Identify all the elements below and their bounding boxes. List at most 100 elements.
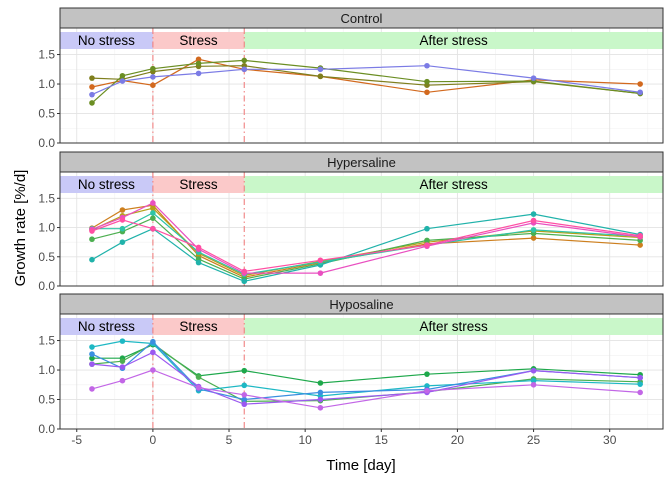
- data-point: [150, 338, 156, 345]
- data-point: [150, 367, 156, 373]
- phase-label: After stress: [419, 319, 488, 334]
- y-tick-label: 0.5: [38, 250, 55, 264]
- data-point: [317, 380, 324, 386]
- data-point: [150, 74, 156, 80]
- data-point: [317, 257, 324, 264]
- data-point: [89, 351, 95, 357]
- data-point: [241, 367, 248, 374]
- facet-title: Hypersaline: [327, 155, 396, 170]
- facet-panel-2: Hypersaline No stress Stress After stress 0.…: [38, 151, 664, 293]
- y-tick-label: 0.0: [38, 422, 55, 436]
- phase-band: [244, 318, 663, 335]
- data-point: [530, 377, 537, 384]
- phase-band: [244, 176, 663, 193]
- data-point: [424, 62, 430, 69]
- data-point: [424, 237, 430, 244]
- phase-label: After stress: [419, 177, 488, 192]
- data-point: [150, 215, 156, 221]
- data-point: [317, 66, 324, 73]
- data-point: [119, 217, 126, 223]
- phase-label: Stress: [179, 33, 218, 48]
- data-point: [317, 396, 324, 403]
- data-point: [119, 78, 126, 84]
- facet-panel-1: Control No stress Stress After stress 0.0 0.5…: [38, 7, 664, 150]
- y-tick-label: 1.0: [38, 363, 55, 377]
- x-axis-label: Time [day]: [326, 457, 395, 474]
- phase-label: No stress: [78, 33, 135, 48]
- data-point: [241, 268, 248, 275]
- data-point: [241, 396, 248, 403]
- data-point: [195, 244, 202, 251]
- data-point: [119, 72, 126, 79]
- data-point: [424, 89, 430, 96]
- data-point: [195, 70, 202, 77]
- data-point: [637, 232, 643, 239]
- phase-band: [60, 318, 153, 335]
- phase-label: After stress: [419, 33, 488, 48]
- facet-panel-3: Hyposaline No stress Stress After stress 0.0…: [38, 293, 664, 436]
- data-point: [150, 225, 156, 232]
- data-point: [119, 338, 126, 344]
- phase-label: Stress: [179, 177, 218, 192]
- data-point: [530, 75, 537, 81]
- data-point: [530, 381, 537, 388]
- data-point: [150, 205, 156, 212]
- phase-band: [60, 32, 153, 49]
- y-tick-label: 1.5: [38, 48, 55, 62]
- data-point: [241, 391, 248, 398]
- data-point: [424, 371, 430, 377]
- data-point: [424, 387, 430, 394]
- phase-band: [152, 318, 245, 335]
- data-point: [89, 100, 95, 106]
- data-point: [89, 228, 95, 234]
- facet-title: Hyposaline: [329, 297, 393, 312]
- y-tick-label: 0.0: [38, 136, 55, 150]
- data-point: [317, 389, 324, 396]
- data-point: [89, 236, 95, 243]
- data-point: [119, 239, 126, 245]
- data-point: [530, 211, 537, 217]
- data-point: [89, 355, 95, 362]
- phase-band: [60, 176, 153, 193]
- data-point: [195, 374, 202, 380]
- data-point: [241, 66, 248, 73]
- x-tick-label: 0: [150, 433, 157, 447]
- data-point: [89, 256, 95, 263]
- y-axis-label: Growth rate [%/d]: [12, 170, 29, 287]
- data-point: [195, 259, 202, 266]
- data-point: [195, 56, 202, 63]
- x-tick-label: -5: [71, 433, 82, 447]
- panel-border: [59, 313, 664, 430]
- y-tick-label: 1.0: [38, 77, 55, 91]
- data-point: [317, 270, 324, 276]
- x-tick-label: 20: [451, 433, 465, 447]
- data-point: [424, 225, 430, 232]
- data-point: [637, 81, 643, 87]
- data-point: [241, 401, 248, 408]
- data-point: [89, 75, 95, 81]
- x-tick-label: 10: [298, 433, 312, 447]
- data-point: [89, 361, 95, 367]
- data-point: [119, 358, 126, 364]
- y-tick-label: 1.5: [38, 191, 55, 205]
- data-point: [195, 384, 202, 391]
- x-tick-label: 25: [527, 433, 541, 447]
- data-point: [150, 82, 156, 89]
- data-point: [637, 381, 643, 387]
- x-tick-label: 30: [603, 433, 617, 447]
- phase-band: [152, 32, 245, 49]
- data-point: [119, 364, 126, 370]
- data-point: [195, 60, 202, 67]
- data-point: [89, 91, 95, 98]
- data-point: [89, 386, 95, 392]
- x-tick-label: 15: [375, 433, 389, 447]
- data-point: [637, 242, 643, 248]
- data-point: [637, 374, 643, 381]
- phase-band: [152, 176, 245, 193]
- panel-border: [59, 171, 664, 287]
- x-tick-label: 5: [226, 433, 233, 447]
- data-point: [150, 200, 156, 206]
- data-point: [150, 349, 156, 356]
- phase-label: No stress: [78, 177, 135, 192]
- y-tick-label: 0.5: [38, 107, 55, 121]
